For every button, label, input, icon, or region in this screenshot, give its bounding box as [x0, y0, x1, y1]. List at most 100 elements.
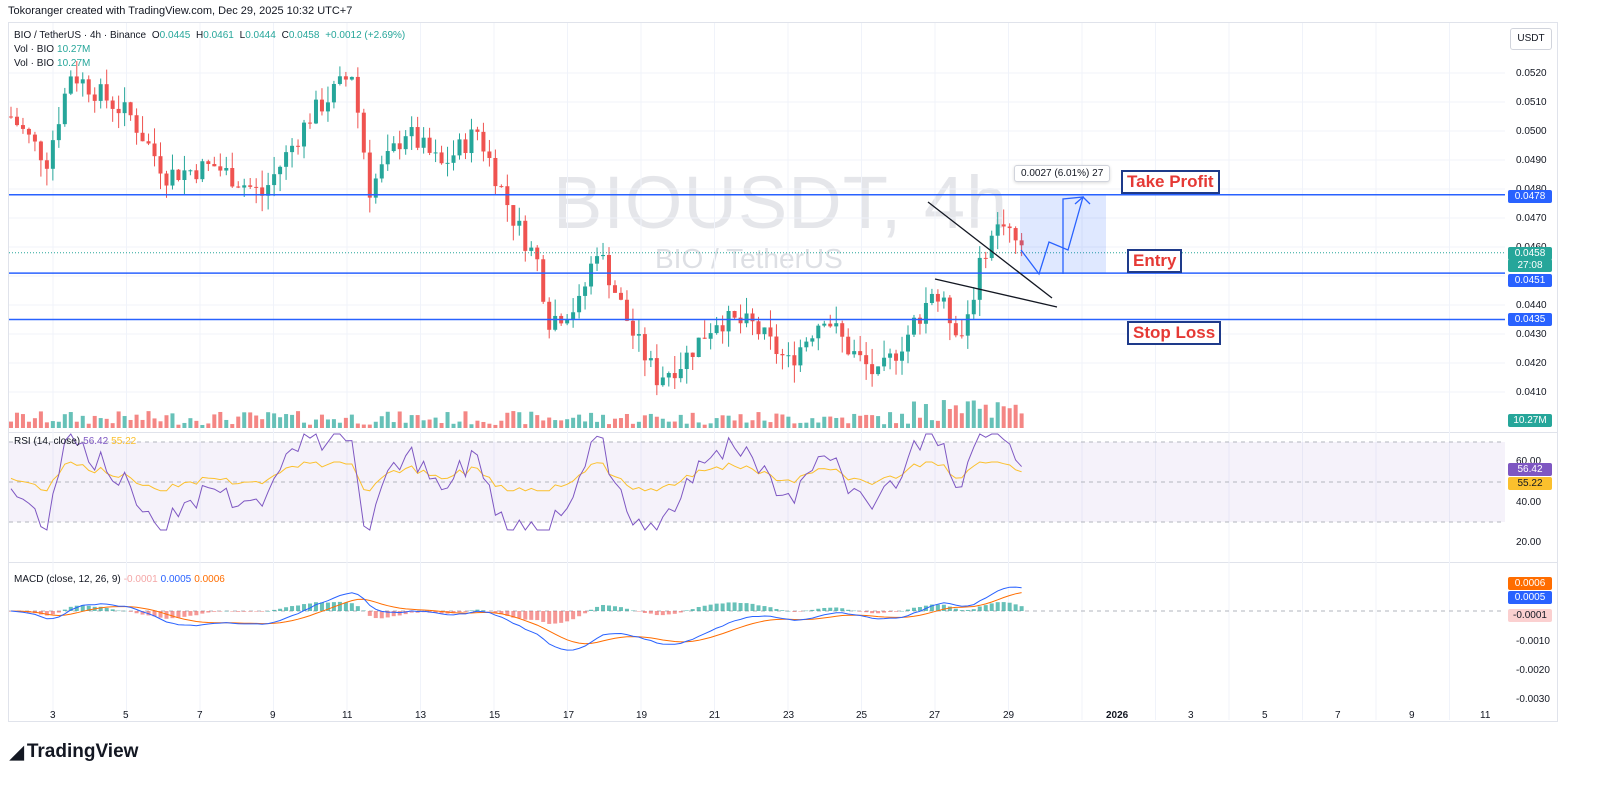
- candle-body: [864, 355, 869, 365]
- tradingview-logo[interactable]: ◢ TradingView: [10, 741, 139, 762]
- macd-histogram-bar: [308, 603, 312, 611]
- low-value: 0.0444: [245, 30, 276, 41]
- candle-body: [325, 102, 330, 112]
- macd-histogram-bar: [589, 609, 594, 611]
- volume-bar: [80, 415, 85, 428]
- rsi-axis-label: 20.00: [1516, 537, 1542, 548]
- candle-body: [529, 247, 534, 251]
- volume-bar: [834, 417, 839, 428]
- macd-histogram-bar: [296, 605, 301, 611]
- macd-histogram-bar: [624, 608, 629, 611]
- volume-bar: [630, 423, 635, 428]
- candle-body: [427, 137, 432, 153]
- macd-histogram-bar: [98, 606, 103, 611]
- volume-bar: [319, 414, 324, 428]
- symbol-legend[interactable]: BIO / TetherUS · 4h · Binance O0.0445 H0…: [14, 30, 406, 41]
- currency-button[interactable]: USDT: [1510, 28, 1552, 50]
- candle-body: [589, 263, 594, 287]
- macd-hist-tag: -0.0001: [1508, 609, 1552, 622]
- candle-body: [511, 205, 516, 226]
- entry-label[interactable]: Entry: [1127, 249, 1183, 273]
- candle-body: [493, 157, 498, 187]
- candle-body: [726, 311, 731, 332]
- candle-body: [74, 76, 79, 84]
- rsi-legend[interactable]: RSI (14, close) 56.42 55.22: [14, 436, 137, 447]
- macd-histogram-bar: [1007, 602, 1012, 611]
- stop-loss-label[interactable]: Stop Loss: [1127, 321, 1222, 345]
- volume-bar: [26, 421, 31, 428]
- volume-bar: [451, 423, 456, 428]
- macd-pane[interactable]: [8, 562, 1558, 722]
- candle-body: [248, 185, 253, 187]
- macd-histogram-bar: [194, 611, 199, 616]
- macd-histogram-bar: [230, 611, 235, 612]
- volume-bar: [230, 424, 235, 428]
- macd-histogram-bar: [272, 609, 277, 611]
- take-profit-label[interactable]: Take Profit: [1121, 170, 1220, 194]
- price-axis-label: 0.0430: [1516, 329, 1547, 340]
- candle-body: [672, 373, 677, 379]
- macd-histogram-bar: [636, 611, 641, 612]
- candle-body: [786, 355, 791, 357]
- countdown-tag: 27:08: [1508, 259, 1552, 272]
- macd-histogram-bar: [361, 610, 366, 612]
- price-pane[interactable]: [8, 22, 1558, 433]
- macd-histogram-bar: [391, 611, 396, 617]
- price-axis-label: 0.0420: [1516, 358, 1547, 369]
- candle-body: [379, 164, 384, 179]
- candle-body: [953, 323, 958, 336]
- candle-body: [230, 168, 235, 187]
- candle-body: [176, 169, 181, 181]
- volume-bar: [182, 422, 187, 428]
- macd-histogram-bar: [170, 611, 175, 619]
- candle-body: [391, 143, 396, 152]
- time-axis-label: 9: [270, 710, 276, 721]
- volume-bar: [971, 400, 976, 428]
- volume-bar: [397, 411, 402, 428]
- macd-histogram-bar: [601, 604, 606, 611]
- candle-body: [523, 220, 528, 251]
- candle-body: [355, 76, 360, 113]
- candle-body: [266, 185, 271, 196]
- volume-legend-2[interactable]: Vol · BIO 10.27M: [14, 58, 91, 69]
- volume-bar: [624, 413, 629, 428]
- symbol-name[interactable]: BIO / TetherUS · 4h · Binance: [14, 30, 147, 41]
- macd-histogram-bar: [254, 611, 259, 612]
- macd-histogram-bar: [248, 611, 253, 612]
- macd-histogram-bar: [451, 611, 456, 614]
- volume-bar: [840, 417, 845, 428]
- macd-histogram-bar: [911, 607, 916, 611]
- volume-legend-1[interactable]: Vol · BIO 10.27M: [14, 44, 91, 55]
- volume-bar: [475, 420, 480, 428]
- volume-bar: [373, 421, 378, 428]
- macd-histogram-bar: [182, 611, 187, 617]
- candle-body: [941, 297, 946, 302]
- price-axis-label: 0.0490: [1516, 155, 1547, 166]
- macd-histogram-bar: [612, 606, 617, 611]
- volume-bar: [20, 414, 25, 428]
- rsi-pane[interactable]: [8, 432, 1558, 563]
- volume-bar: [953, 405, 958, 428]
- volume-bar: [732, 420, 737, 428]
- volume-bar: [403, 422, 408, 428]
- candle-body: [373, 178, 378, 198]
- rsi-value-tag: 56.42: [1508, 463, 1552, 476]
- macd-histogram-bar: [1019, 606, 1024, 611]
- macd-histogram-bar: [977, 606, 982, 611]
- volume-bar: [804, 422, 809, 428]
- volume-bar: [553, 420, 558, 428]
- macd-histogram-bar: [816, 608, 821, 611]
- volume-bar: [906, 423, 910, 428]
- candle-body: [888, 353, 893, 358]
- candle-body: [236, 186, 241, 188]
- volume-bar: [959, 413, 964, 428]
- volume-bar: [756, 412, 761, 428]
- entry-price-tag: 0.0451: [1508, 274, 1552, 287]
- macd-histogram-bar: [302, 604, 307, 611]
- candle-body: [128, 102, 133, 116]
- macd-legend[interactable]: MACD (close, 12, 26, 9) -0.0001 0.0005 0.00…: [14, 574, 225, 585]
- time-axis-label: 2026: [1106, 710, 1129, 721]
- volume-bar: [128, 419, 133, 428]
- candle-body: [882, 357, 887, 367]
